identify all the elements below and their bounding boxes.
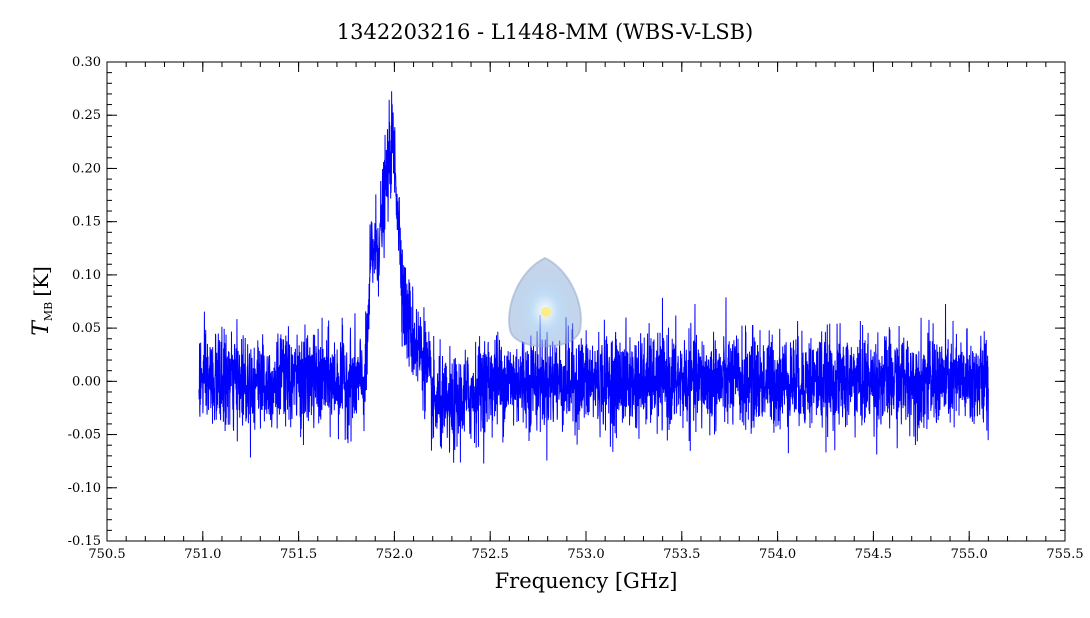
y-axis-label-symbol: T <box>29 319 54 336</box>
y-tick-label: 0.15 <box>72 215 101 230</box>
x-axis-label: Frequency [GHz] <box>495 569 678 593</box>
y-tick-label: 0.20 <box>72 161 101 176</box>
x-tick-label: 755.0 <box>951 547 988 562</box>
y-axis-label-unit: [K] <box>29 266 53 297</box>
y-tick-label: 0.30 <box>72 55 101 70</box>
spectrum-line <box>198 91 989 464</box>
x-tick-label: 752.5 <box>472 547 509 562</box>
y-axis: -0.15 -0.10 -0.05 0.00 0.05 0.10 0.15 0.20 0.25 0… <box>68 55 1065 549</box>
chart-title: 1342203216 - L1448-MM (WBS-V-LSB) <box>337 20 753 44</box>
y-axis-label: TMB [K] <box>29 266 55 336</box>
x-tick-label: 754.5 <box>855 547 892 562</box>
x-tick-label: 751.5 <box>280 547 317 562</box>
y-tick-label: 0.25 <box>72 108 101 123</box>
x-tick-label: 750.5 <box>88 547 125 562</box>
y-tick-label: 0.00 <box>72 374 101 389</box>
plot-frame <box>106 61 1066 542</box>
y-axis-label-subscript: MB <box>42 302 55 321</box>
y-tick-label: 0.05 <box>72 321 101 336</box>
x-axis: 750.5 751.0 751.5 752.0 752.5 753.0 753.5 754.0… <box>88 62 1084 562</box>
y-tick-label: -0.05 <box>68 428 101 443</box>
x-tick-label: 753.5 <box>663 547 700 562</box>
y-tick-label: -0.10 <box>68 481 101 496</box>
x-tick-label: 755.5 <box>1046 547 1083 562</box>
spectrum-series <box>198 91 989 464</box>
x-tick-label: 753.0 <box>567 547 604 562</box>
x-tick-label: 751.0 <box>184 547 221 562</box>
x-tick-label: 752.0 <box>376 547 413 562</box>
y-tick-label: -0.15 <box>68 534 101 549</box>
herschel-logo-icon <box>508 256 582 348</box>
x-tick-label: 754.0 <box>759 547 796 562</box>
y-tick-label: 0.10 <box>72 268 101 283</box>
